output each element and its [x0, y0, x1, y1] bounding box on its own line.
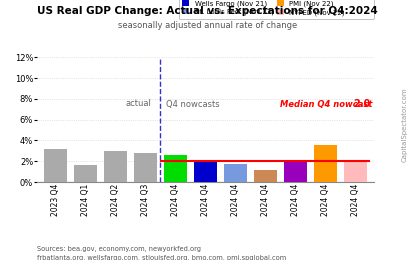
- Bar: [164, 155, 187, 182]
- Text: Median Q4 nowcast: Median Q4 nowcast: [281, 100, 373, 108]
- Text: CapitalSpectator.com: CapitalSpectator.com: [402, 87, 408, 162]
- Bar: [284, 161, 307, 182]
- Text: 2.0: 2.0: [353, 99, 371, 109]
- Bar: [314, 145, 337, 182]
- Text: Sources: bea.gov, economy.com, newyorkfed.org: Sources: bea.gov, economy.com, newyorkfe…: [37, 246, 201, 252]
- Bar: [104, 151, 127, 182]
- Bar: [134, 153, 156, 182]
- Bar: [344, 162, 367, 182]
- Bar: [194, 160, 217, 182]
- Bar: [44, 149, 67, 182]
- Text: actual: actual: [125, 100, 151, 108]
- Bar: [224, 164, 247, 182]
- Legend: Actual, GDPNow: (Nov 19), Wells Fargo (Nov 21), St. Louis Fed: (Nov 22), Economy: Actual, GDPNow: (Nov 19), Wells Fargo (N…: [179, 0, 374, 19]
- Text: US Real GDP Change: Actual vs. Expectations for Q4:2024: US Real GDP Change: Actual vs. Expectati…: [37, 6, 378, 16]
- Bar: [254, 170, 277, 182]
- Text: Q4 nowcasts: Q4 nowcasts: [166, 100, 220, 108]
- Text: frbatlanta.org, wellsfargo.com, stlouisfed.org, bmo.com, pmi.spglobal.com: frbatlanta.org, wellsfargo.com, stlouisf…: [37, 255, 287, 260]
- Text: seasonally adjusted annual rate of change: seasonally adjusted annual rate of chang…: [118, 21, 297, 30]
- Bar: [74, 165, 97, 182]
